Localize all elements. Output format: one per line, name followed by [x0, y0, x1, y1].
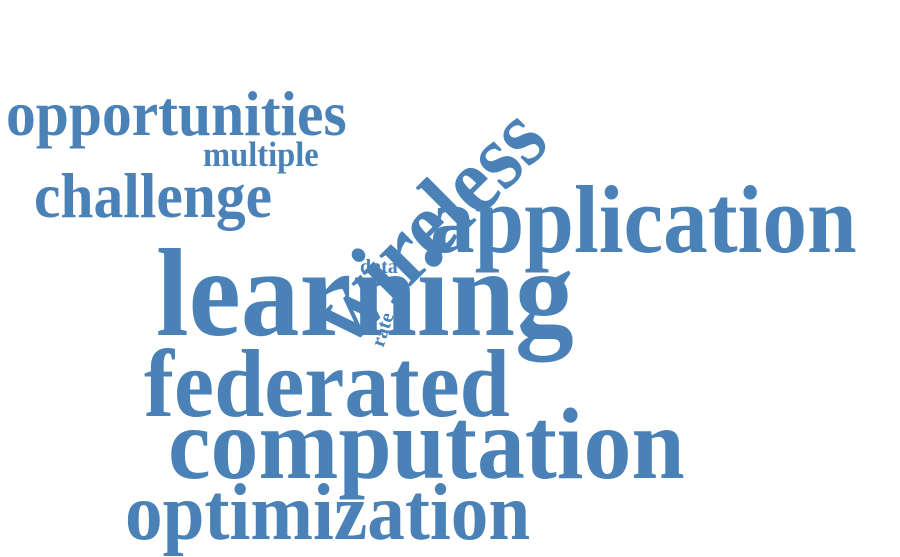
word-federated: federated [144, 330, 510, 437]
word-opportunities: opportunities [6, 78, 347, 149]
word-optimization: optimization [125, 469, 531, 557]
word-challenge: challenge [34, 160, 273, 231]
word-learning: learning [156, 225, 574, 363]
word-multiple: multiple [203, 135, 319, 174]
word-data: data [360, 256, 398, 278]
word-application: application [430, 166, 857, 273]
word-computation: computation [168, 388, 685, 501]
